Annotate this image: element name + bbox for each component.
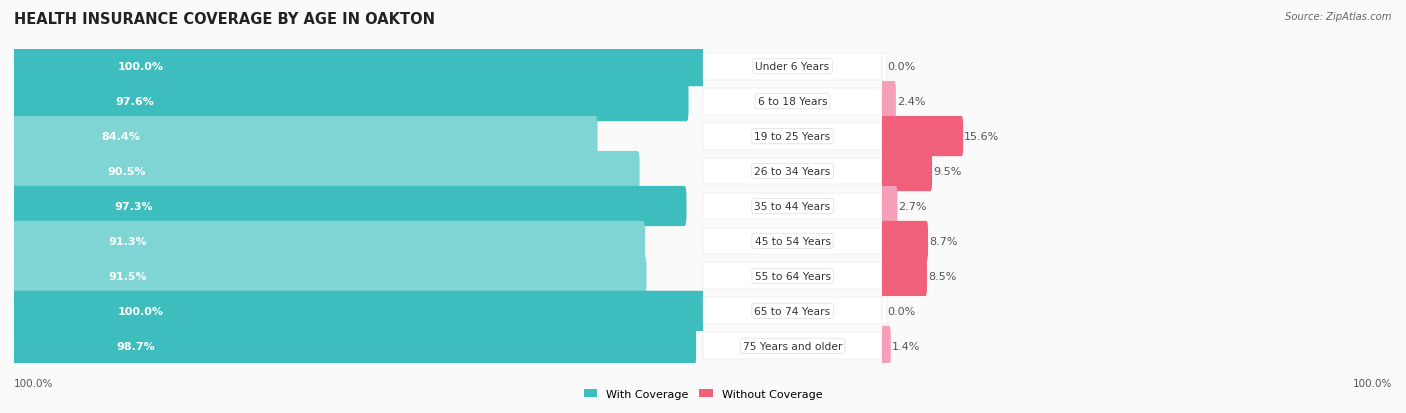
Bar [882,228,887,255]
Text: 84.4%: 84.4% [101,132,141,142]
FancyBboxPatch shape [13,117,598,157]
Bar [703,263,882,290]
Bar [703,228,882,255]
Text: 97.3%: 97.3% [115,202,153,211]
Bar [882,332,887,359]
FancyBboxPatch shape [880,221,928,261]
Bar [14,88,21,115]
FancyBboxPatch shape [880,117,963,157]
Text: 9.5%: 9.5% [934,166,962,177]
Bar [14,263,21,290]
Bar [882,54,887,81]
Bar [703,298,882,325]
Text: 6 to 18 Years: 6 to 18 Years [758,97,827,107]
FancyBboxPatch shape [13,326,696,366]
Text: 91.5%: 91.5% [108,271,148,281]
FancyBboxPatch shape [880,326,891,366]
Text: 0.0%: 0.0% [887,62,915,72]
Bar [14,193,21,220]
Text: Source: ZipAtlas.com: Source: ZipAtlas.com [1285,12,1392,22]
Bar [14,228,21,255]
Bar [882,298,887,325]
FancyBboxPatch shape [13,291,704,331]
FancyBboxPatch shape [880,152,932,192]
FancyBboxPatch shape [13,256,647,296]
Bar [14,54,21,81]
Text: 100.0%: 100.0% [14,378,53,388]
Text: HEALTH INSURANCE COVERAGE BY AGE IN OAKTON: HEALTH INSURANCE COVERAGE BY AGE IN OAKT… [14,12,434,27]
Bar [703,158,882,185]
FancyBboxPatch shape [13,82,689,122]
Legend: With Coverage, Without Coverage: With Coverage, Without Coverage [579,385,827,404]
Text: 97.6%: 97.6% [115,97,153,107]
Text: 75 Years and older: 75 Years and older [742,341,842,351]
Bar [703,123,882,150]
Bar [14,123,21,150]
Bar [882,263,887,290]
FancyBboxPatch shape [13,47,704,87]
Bar [14,298,21,325]
Text: 1.4%: 1.4% [891,341,920,351]
Bar [882,158,887,185]
Text: 8.7%: 8.7% [929,236,957,247]
FancyBboxPatch shape [13,152,640,192]
Bar [882,123,887,150]
Text: 65 to 74 Years: 65 to 74 Years [755,306,831,316]
Bar [882,88,887,115]
Text: 91.3%: 91.3% [108,236,148,247]
Text: 45 to 54 Years: 45 to 54 Years [755,236,831,247]
Bar [703,193,882,220]
Text: 100.0%: 100.0% [118,306,163,316]
Bar [703,88,882,115]
FancyBboxPatch shape [13,221,645,261]
Bar [703,332,882,359]
Text: 90.5%: 90.5% [108,166,146,177]
Text: 19 to 25 Years: 19 to 25 Years [755,132,831,142]
Text: 26 to 34 Years: 26 to 34 Years [755,166,831,177]
Text: 2.4%: 2.4% [897,97,925,107]
Text: 100.0%: 100.0% [1353,378,1392,388]
Text: 0.0%: 0.0% [887,306,915,316]
Bar [14,158,21,185]
Text: 35 to 44 Years: 35 to 44 Years [755,202,831,211]
FancyBboxPatch shape [13,186,686,227]
FancyBboxPatch shape [880,256,927,296]
FancyBboxPatch shape [880,186,897,227]
Text: 2.7%: 2.7% [898,202,927,211]
Bar [703,54,882,81]
Bar [882,193,887,220]
FancyBboxPatch shape [880,82,896,122]
Text: 100.0%: 100.0% [118,62,163,72]
Text: 55 to 64 Years: 55 to 64 Years [755,271,831,281]
Text: 15.6%: 15.6% [965,132,1000,142]
Text: 8.5%: 8.5% [928,271,956,281]
Text: Under 6 Years: Under 6 Years [755,62,830,72]
Bar [14,332,21,359]
Text: 98.7%: 98.7% [117,341,155,351]
